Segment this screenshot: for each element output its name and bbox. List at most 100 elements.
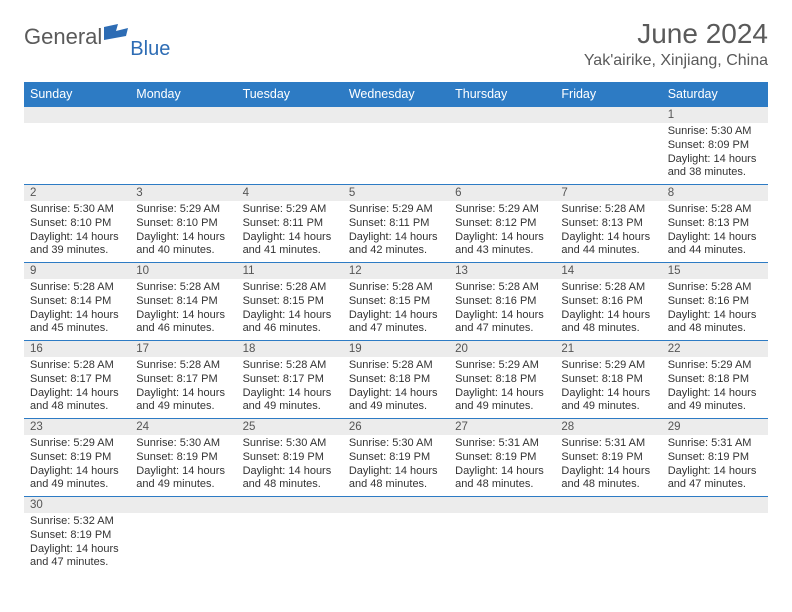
day-number-cell: 4 [237, 185, 343, 202]
day-content-cell: Sunrise: 5:28 AMSunset: 8:17 PMDaylight:… [130, 357, 236, 419]
daylight-line: Daylight: 14 hours and 44 minutes. [561, 231, 655, 259]
day-number-cell: 2 [24, 185, 130, 202]
sunrise-line: Sunrise: 5:28 AM [455, 281, 549, 295]
sunset-line: Sunset: 8:17 PM [136, 373, 230, 387]
sunrise-line: Sunrise: 5:28 AM [243, 359, 337, 373]
day-number-cell: 22 [662, 341, 768, 358]
daylight-line: Daylight: 14 hours and 48 minutes. [561, 309, 655, 337]
flag-icon [104, 24, 130, 50]
sunset-line: Sunset: 8:18 PM [455, 373, 549, 387]
sunset-line: Sunset: 8:16 PM [561, 295, 655, 309]
day-content-cell: Sunrise: 5:29 AMSunset: 8:18 PMDaylight:… [555, 357, 661, 419]
daylight-line: Daylight: 14 hours and 49 minutes. [561, 387, 655, 415]
day-content-cell [449, 513, 555, 574]
sunset-line: Sunset: 8:17 PM [243, 373, 337, 387]
month-title: June 2024 [584, 18, 768, 50]
sunrise-line: Sunrise: 5:30 AM [243, 437, 337, 451]
day-number-cell [343, 107, 449, 124]
day-content-cell: Sunrise: 5:30 AMSunset: 8:19 PMDaylight:… [237, 435, 343, 497]
day-number-cell: 6 [449, 185, 555, 202]
daylight-line: Daylight: 14 hours and 41 minutes. [243, 231, 337, 259]
day-number-cell: 28 [555, 419, 661, 436]
day-content-cell: Sunrise: 5:31 AMSunset: 8:19 PMDaylight:… [555, 435, 661, 497]
daylight-line: Daylight: 14 hours and 43 minutes. [455, 231, 549, 259]
day-content-cell: Sunrise: 5:28 AMSunset: 8:17 PMDaylight:… [237, 357, 343, 419]
day-number-cell [237, 107, 343, 124]
day-content-cell [555, 123, 661, 185]
day-number-cell [555, 497, 661, 514]
sunrise-line: Sunrise: 5:28 AM [136, 281, 230, 295]
sunrise-line: Sunrise: 5:28 AM [561, 281, 655, 295]
location-subtitle: Yak'airike, Xinjiang, China [584, 52, 768, 70]
sunset-line: Sunset: 8:19 PM [561, 451, 655, 465]
logo-text-2: Blue [130, 38, 170, 61]
sunrise-line: Sunrise: 5:28 AM [30, 359, 124, 373]
daylight-line: Daylight: 14 hours and 47 minutes. [349, 309, 443, 337]
day-content-cell: Sunrise: 5:29 AMSunset: 8:18 PMDaylight:… [449, 357, 555, 419]
day-number-cell: 9 [24, 263, 130, 280]
daylight-line: Daylight: 14 hours and 47 minutes. [455, 309, 549, 337]
day-content-cell: Sunrise: 5:31 AMSunset: 8:19 PMDaylight:… [449, 435, 555, 497]
daylight-line: Daylight: 14 hours and 49 minutes. [668, 387, 762, 415]
day-number-row: 1 [24, 107, 768, 124]
sunset-line: Sunset: 8:19 PM [243, 451, 337, 465]
day-number-cell: 16 [24, 341, 130, 358]
day-content-cell [130, 513, 236, 574]
sunrise-line: Sunrise: 5:29 AM [455, 359, 549, 373]
day-number-cell: 24 [130, 419, 236, 436]
day-content-cell: Sunrise: 5:29 AMSunset: 8:19 PMDaylight:… [24, 435, 130, 497]
weekday-header: Sunday [24, 82, 130, 107]
sunset-line: Sunset: 8:16 PM [455, 295, 549, 309]
day-number-cell: 3 [130, 185, 236, 202]
day-content-cell: Sunrise: 5:29 AMSunset: 8:12 PMDaylight:… [449, 201, 555, 263]
day-content-cell: Sunrise: 5:30 AMSunset: 8:19 PMDaylight:… [130, 435, 236, 497]
day-number-cell: 10 [130, 263, 236, 280]
day-content-cell [555, 513, 661, 574]
day-number-cell: 15 [662, 263, 768, 280]
day-content-row: Sunrise: 5:30 AMSunset: 8:09 PMDaylight:… [24, 123, 768, 185]
day-number-cell [343, 497, 449, 514]
day-number-cell: 13 [449, 263, 555, 280]
sunrise-line: Sunrise: 5:31 AM [561, 437, 655, 451]
sunset-line: Sunset: 8:10 PM [136, 217, 230, 231]
day-content-row: Sunrise: 5:29 AMSunset: 8:19 PMDaylight:… [24, 435, 768, 497]
day-content-row: Sunrise: 5:32 AMSunset: 8:19 PMDaylight:… [24, 513, 768, 574]
sunrise-line: Sunrise: 5:28 AM [30, 281, 124, 295]
sunset-line: Sunset: 8:19 PM [136, 451, 230, 465]
daylight-line: Daylight: 14 hours and 48 minutes. [668, 309, 762, 337]
day-number-cell [555, 107, 661, 124]
day-content-cell: Sunrise: 5:28 AMSunset: 8:15 PMDaylight:… [343, 279, 449, 341]
sunset-line: Sunset: 8:14 PM [136, 295, 230, 309]
daylight-line: Daylight: 14 hours and 46 minutes. [243, 309, 337, 337]
day-number-row: 2345678 [24, 185, 768, 202]
sunrise-line: Sunrise: 5:28 AM [349, 359, 443, 373]
sunrise-line: Sunrise: 5:31 AM [455, 437, 549, 451]
daylight-line: Daylight: 14 hours and 48 minutes. [243, 465, 337, 493]
day-number-cell [662, 497, 768, 514]
daylight-line: Daylight: 14 hours and 44 minutes. [668, 231, 762, 259]
daylight-line: Daylight: 14 hours and 49 minutes. [243, 387, 337, 415]
sunset-line: Sunset: 8:13 PM [668, 217, 762, 231]
day-content-cell: Sunrise: 5:28 AMSunset: 8:17 PMDaylight:… [24, 357, 130, 419]
sunset-line: Sunset: 8:15 PM [243, 295, 337, 309]
daylight-line: Daylight: 14 hours and 49 minutes. [136, 387, 230, 415]
daylight-line: Daylight: 14 hours and 39 minutes. [30, 231, 124, 259]
daylight-line: Daylight: 14 hours and 45 minutes. [30, 309, 124, 337]
sunset-line: Sunset: 8:18 PM [349, 373, 443, 387]
day-number-cell: 23 [24, 419, 130, 436]
sunrise-line: Sunrise: 5:29 AM [243, 203, 337, 217]
daylight-line: Daylight: 14 hours and 46 minutes. [136, 309, 230, 337]
day-content-cell [449, 123, 555, 185]
daylight-line: Daylight: 14 hours and 49 minutes. [455, 387, 549, 415]
day-content-cell: Sunrise: 5:28 AMSunset: 8:13 PMDaylight:… [555, 201, 661, 263]
day-number-cell: 17 [130, 341, 236, 358]
sunset-line: Sunset: 8:17 PM [30, 373, 124, 387]
sunset-line: Sunset: 8:16 PM [668, 295, 762, 309]
sunset-line: Sunset: 8:13 PM [561, 217, 655, 231]
day-number-cell [130, 497, 236, 514]
day-number-cell: 1 [662, 107, 768, 124]
sunset-line: Sunset: 8:19 PM [349, 451, 443, 465]
day-number-row: 9101112131415 [24, 263, 768, 280]
daylight-line: Daylight: 14 hours and 48 minutes. [561, 465, 655, 493]
sunset-line: Sunset: 8:18 PM [561, 373, 655, 387]
